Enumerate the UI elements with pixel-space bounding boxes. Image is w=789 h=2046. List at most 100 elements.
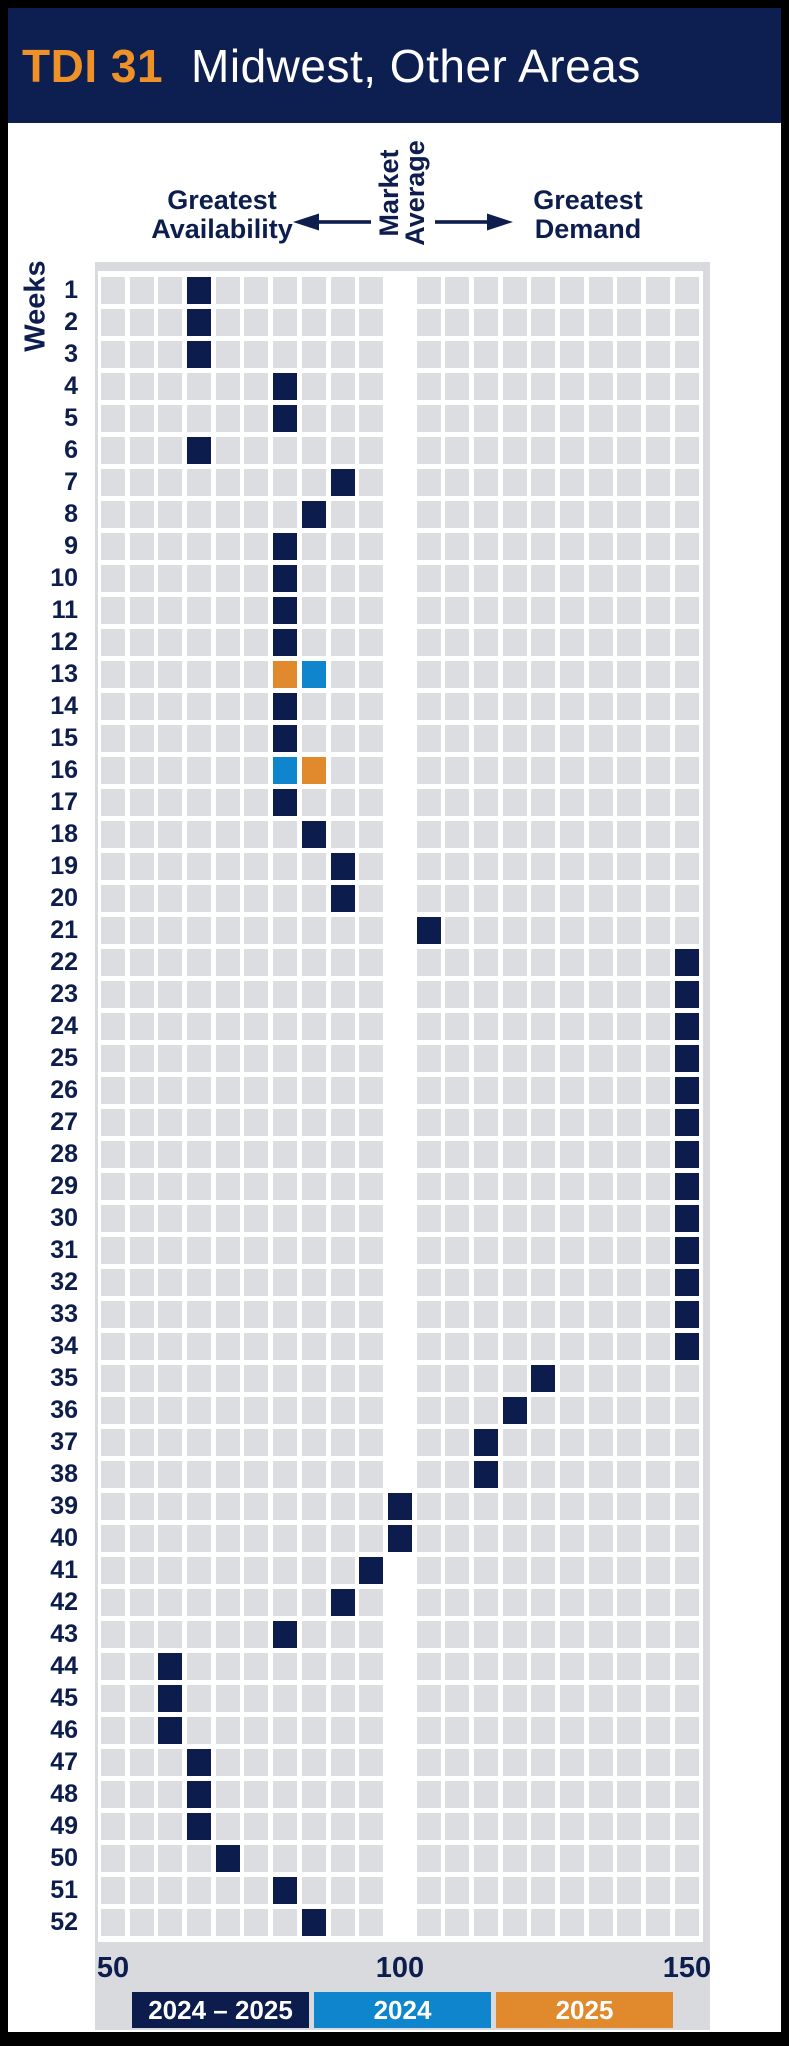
- grid-cell: [445, 789, 470, 816]
- grid-cell: [617, 1589, 642, 1616]
- grid-cell: [674, 757, 699, 784]
- grid-cell: [129, 565, 154, 592]
- market-average-gap-cell: [388, 1717, 412, 1744]
- market-average-gap-cell: [388, 1173, 412, 1200]
- grid-cell: [359, 469, 384, 496]
- x-tick-label: 150: [662, 1952, 712, 1984]
- grid-cell: [101, 1141, 125, 1168]
- grid-cell: [617, 597, 642, 624]
- grid-cell: [187, 565, 212, 592]
- grid-cell: [445, 533, 470, 560]
- grid-cell: [187, 885, 212, 912]
- grid-cell: [187, 1269, 212, 1296]
- grid-cell: [244, 949, 269, 976]
- grid-cell: [359, 1877, 384, 1904]
- grid-cell: [330, 757, 355, 784]
- grid-cell: [588, 1397, 613, 1424]
- grid-cell: [330, 1397, 355, 1424]
- grid-cell: [301, 405, 326, 432]
- market-average-gap-cell: [388, 757, 412, 784]
- grid-cell: [215, 437, 240, 464]
- grid-cell: [129, 437, 154, 464]
- market-average-gap-cell: [388, 885, 412, 912]
- grid-cell: [445, 981, 470, 1008]
- week-number-column: 1 2 3 4 5 6 7 8 9 10 11 12 13 14 15 16 17 18 19 20 21 22 23 24 2…: [38, 277, 78, 1941]
- grid-cell: [330, 917, 355, 944]
- grid-cell: [416, 885, 441, 912]
- grid-cell: [445, 1845, 470, 1872]
- legend-item: 2024: [314, 1992, 491, 2028]
- grid-cell: [101, 789, 125, 816]
- grid-cell: [101, 341, 125, 368]
- grid-cell: [101, 1845, 125, 1872]
- data-cell: [387, 1525, 412, 1552]
- grid-cell: [359, 693, 384, 720]
- grid-cell: [560, 1845, 584, 1872]
- grid-cell: [588, 853, 613, 880]
- grid-cell: [560, 373, 584, 400]
- grid-cell: [359, 597, 384, 624]
- grid-cell: [646, 1013, 671, 1040]
- grid-cell: [244, 757, 269, 784]
- grid-cell: [187, 1909, 212, 1936]
- grid-cell: [531, 1141, 556, 1168]
- grid-cell: [502, 757, 527, 784]
- grid-cell: [101, 1525, 125, 1552]
- grid-cell: [273, 341, 298, 368]
- grid-cell: [502, 1685, 527, 1712]
- grid-cell: [617, 1845, 642, 1872]
- grid-cell: [531, 693, 556, 720]
- grid-cell: [330, 1813, 355, 1840]
- grid-cell: [215, 629, 240, 656]
- grid-cell: [646, 949, 671, 976]
- grid-cell: [301, 1141, 326, 1168]
- grid-cell: [646, 1397, 671, 1424]
- grid-cell: [560, 1653, 584, 1680]
- grid-cell: [502, 1429, 527, 1456]
- grid-cell: [416, 981, 441, 1008]
- week-number: 11: [51, 596, 78, 624]
- grid-cell: [101, 1813, 125, 1840]
- grid-cell: [129, 1525, 154, 1552]
- grid-cell: [445, 1045, 470, 1072]
- grid-cell: [416, 1205, 441, 1232]
- grid-cell: [502, 1749, 527, 1776]
- grid-cell: [445, 405, 470, 432]
- grid-cell: [502, 1461, 527, 1488]
- grid-cell: [101, 1557, 125, 1584]
- grid-cell: [560, 1589, 584, 1616]
- grid-cell: [646, 917, 671, 944]
- grid-cell: [531, 437, 556, 464]
- grid-cell: [359, 1045, 384, 1072]
- grid-cell: [646, 1781, 671, 1808]
- grid-cell: [445, 277, 470, 304]
- grid-cell: [187, 1173, 212, 1200]
- report-code: TDI 31: [22, 39, 164, 92]
- grid-cell: [158, 405, 183, 432]
- grid-cell: [158, 1109, 183, 1136]
- grid-cell: [359, 277, 384, 304]
- market-average-label: Market Average: [374, 140, 430, 246]
- grid-cell: [359, 1589, 384, 1616]
- grid-cell: [502, 1589, 527, 1616]
- grid-cell: [273, 1461, 298, 1488]
- grid-cell: [416, 1653, 441, 1680]
- grid-cell: [588, 1269, 613, 1296]
- title-bar: TDI 31 Midwest, Other Areas: [8, 8, 781, 123]
- grid-cell: [646, 1365, 671, 1392]
- grid-cell: [244, 1909, 269, 1936]
- grid-cell: [560, 1685, 584, 1712]
- grid-cell: [129, 1781, 154, 1808]
- grid-cell: [187, 469, 212, 496]
- market-average-gap-cell: [388, 1461, 412, 1488]
- grid-cell: [215, 1141, 240, 1168]
- grid-cell: [158, 1845, 183, 1872]
- grid-cell: [617, 853, 642, 880]
- grid-cell: [588, 1461, 613, 1488]
- grid-cell: [445, 1909, 470, 1936]
- grid-cell: [674, 789, 699, 816]
- grid-cell: [330, 949, 355, 976]
- grid-cell: [502, 341, 527, 368]
- grid-cell: [330, 789, 355, 816]
- grid-cell: [301, 789, 326, 816]
